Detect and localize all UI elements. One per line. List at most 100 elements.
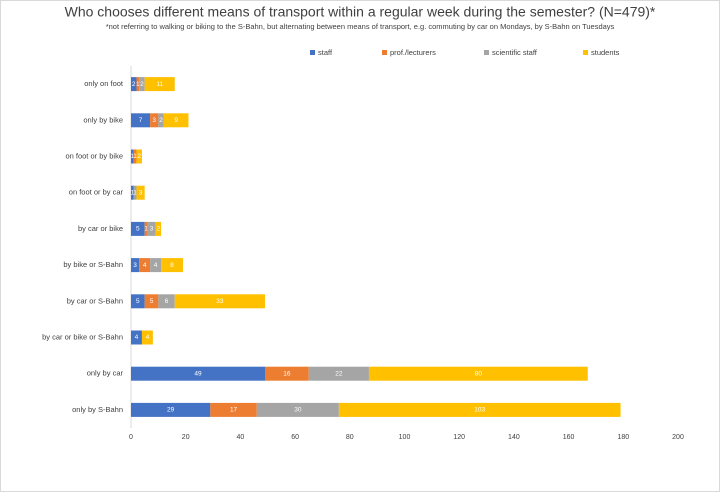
data-label: 8 <box>170 262 174 269</box>
data-label: 11 <box>156 81 163 88</box>
bar-segment <box>141 330 153 345</box>
bar-segment <box>131 149 134 164</box>
y-tick-label: only by S-Bahn <box>72 405 123 414</box>
bar-segment <box>139 258 151 273</box>
data-label: 17 <box>230 407 238 414</box>
legend-swatch <box>382 50 387 55</box>
legend-label: scientific staff <box>492 48 538 57</box>
x-tick-label: 160 <box>563 434 575 441</box>
legend-swatch <box>583 50 588 55</box>
x-tick-label: 120 <box>453 434 465 441</box>
data-label: 49 <box>194 370 202 377</box>
data-label: 9 <box>174 117 178 124</box>
bar-segment <box>210 402 257 417</box>
y-tick-label: on foot or by car <box>69 188 124 197</box>
x-tick-label: 0 <box>129 434 133 441</box>
bar-segment <box>308 366 369 381</box>
x-tick-label: 40 <box>237 434 245 441</box>
data-label: 16 <box>283 370 291 377</box>
data-label: 4 <box>154 262 158 269</box>
bar-segment <box>265 366 309 381</box>
x-tick-label: 200 <box>672 434 684 441</box>
bar-segment <box>136 77 140 92</box>
data-label: 2 <box>159 117 163 124</box>
data-label: 1 <box>136 81 140 88</box>
data-label: 2 <box>157 226 161 233</box>
x-tick-label: 140 <box>508 434 520 441</box>
y-tick-label: on foot or by bike <box>65 151 123 160</box>
bar-segment <box>256 402 339 417</box>
data-label: 6 <box>165 298 169 305</box>
data-label: 4 <box>135 334 139 341</box>
bar-segment <box>158 294 175 309</box>
bar-segment <box>136 185 145 200</box>
x-tick-label: 80 <box>346 434 354 441</box>
bar-segment <box>131 77 137 92</box>
data-label: 80 <box>475 370 483 377</box>
data-label: 1 <box>131 153 135 160</box>
data-label: 4 <box>146 334 150 341</box>
bar-segment <box>139 77 145 92</box>
legend-label: prof./lecturers <box>390 48 436 57</box>
bar-segment <box>338 402 621 417</box>
data-label: 5 <box>136 298 140 305</box>
data-label: 1 <box>131 189 135 196</box>
data-label: 7 <box>139 117 143 124</box>
bar-segment <box>150 113 159 128</box>
bar-segment <box>174 294 266 309</box>
bar-segment <box>133 185 137 200</box>
y-tick-label: by car or S-Bahn <box>67 296 123 305</box>
y-tick-label: by bike or S-Bahn <box>63 260 123 269</box>
x-tick-label: 180 <box>617 434 629 441</box>
bar-segment <box>144 77 175 92</box>
y-tick-label: only by bike <box>83 115 123 124</box>
bar-segment <box>161 258 183 273</box>
bar-segment <box>144 221 148 236</box>
data-label: 29 <box>167 407 175 414</box>
data-label: 2 <box>137 153 141 160</box>
chart-subtitle: *not referring to walking or biking to t… <box>106 22 615 31</box>
chart-title: Who chooses different means of transport… <box>65 4 656 20</box>
x-tick-label: 20 <box>182 434 190 441</box>
legend-swatch <box>310 50 315 55</box>
y-tick-label: by car or bike <box>78 224 123 233</box>
data-label: 5 <box>150 298 154 305</box>
bar-segment <box>150 258 162 273</box>
y-tick-label: only on foot <box>84 79 124 88</box>
bar-segment <box>163 113 189 128</box>
bar-segment <box>131 366 266 381</box>
data-label: 1 <box>133 153 137 160</box>
data-label: 3 <box>139 189 143 196</box>
data-label: 1 <box>144 226 148 233</box>
bar-segment <box>131 330 142 345</box>
data-label: 3 <box>133 262 137 269</box>
data-label: 2 <box>140 81 144 88</box>
bar-segment <box>133 149 137 164</box>
bar-segment <box>158 113 164 128</box>
y-tick-label: by car or bike or S-Bahn <box>42 332 123 341</box>
data-label: 33 <box>216 298 224 305</box>
bar-segment <box>131 185 134 200</box>
legend-label: students <box>591 48 620 57</box>
bar-segment <box>131 402 211 417</box>
bar-segment <box>131 221 145 236</box>
data-label: 4 <box>143 262 147 269</box>
data-label: 2 <box>132 81 136 88</box>
x-tick-label: 100 <box>399 434 411 441</box>
bar-segment <box>147 221 156 236</box>
bar-segment <box>136 149 142 164</box>
data-label: 1 <box>133 189 137 196</box>
data-label: 3 <box>150 226 154 233</box>
y-tick-label: only by car <box>87 369 124 378</box>
bar-segment <box>131 113 151 128</box>
data-label: 103 <box>474 407 485 414</box>
data-label: 5 <box>136 226 140 233</box>
bar-segment <box>155 221 162 236</box>
legend-swatch <box>484 50 489 55</box>
data-label: 30 <box>294 407 302 414</box>
bar-segment <box>368 366 588 381</box>
legend-label: staff <box>318 48 333 57</box>
bar-segment <box>144 294 159 309</box>
